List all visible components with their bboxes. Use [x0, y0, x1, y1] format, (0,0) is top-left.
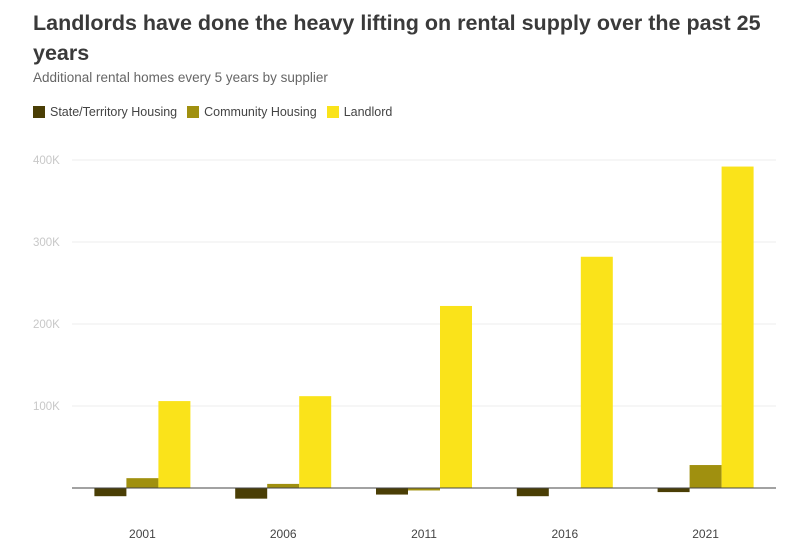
- x-tick-label-2001: 2001: [129, 527, 156, 541]
- bar-landlord-2021: [721, 166, 754, 488]
- bar-community-housing-2006: [267, 483, 300, 488]
- x-tick-label-2016: 2016: [551, 527, 578, 541]
- legend-item-landlord[interactable]: Landlord: [326, 105, 393, 119]
- legend-label-landlord: Landlord: [343, 105, 393, 119]
- legend-swatch-state-territory-housing: [33, 106, 45, 118]
- bar-community-housing-2011: [408, 488, 440, 491]
- legend-item-state-territory-housing[interactable]: State/Territory Housing: [33, 105, 177, 119]
- bar-landlord-2011: [440, 305, 472, 488]
- x-tick-label-2011: 2011: [411, 527, 437, 541]
- bar-landlord-2006: [299, 396, 332, 488]
- chart-title: Landlords have done the heavy lifting on…: [33, 11, 761, 65]
- bar-landlord-2001: [158, 401, 191, 488]
- y-tick-label-300k: 300K: [33, 237, 60, 249]
- y-tick-label-400k: 400K: [33, 155, 60, 167]
- bar-state-territory-housing-2021: [657, 488, 690, 493]
- legend-swatch-landlord: [326, 106, 339, 118]
- y-tick-label-200k: 200K: [33, 319, 60, 331]
- y-tick-label-100k: 100K: [33, 401, 60, 413]
- bar-community-housing-2001: [126, 478, 159, 488]
- legend-item-community-housing[interactable]: Community Housing: [187, 105, 317, 119]
- bar-community-housing-2021: [689, 465, 722, 488]
- x-tick-label-2006: 2006: [270, 527, 297, 541]
- chart-subtitle: Additional rental homes every 5 years by…: [33, 70, 328, 85]
- bar-state-territory-housing-2011: [376, 488, 408, 495]
- legend-label-state-territory-housing: State/Territory Housing: [50, 105, 178, 119]
- bar-state-territory-housing-2016: [516, 488, 549, 497]
- bar-state-territory-housing-2001: [94, 488, 127, 497]
- bar-state-territory-housing-2006: [235, 488, 268, 499]
- legend-swatch-community-housing: [187, 106, 200, 118]
- legend: State/Territory Housing Community Housin…: [33, 105, 402, 119]
- bar-landlord-2016: [580, 256, 613, 488]
- x-tick-label-2021: 2021: [692, 527, 719, 541]
- legend-label-community-housing: Community Housing: [204, 105, 317, 119]
